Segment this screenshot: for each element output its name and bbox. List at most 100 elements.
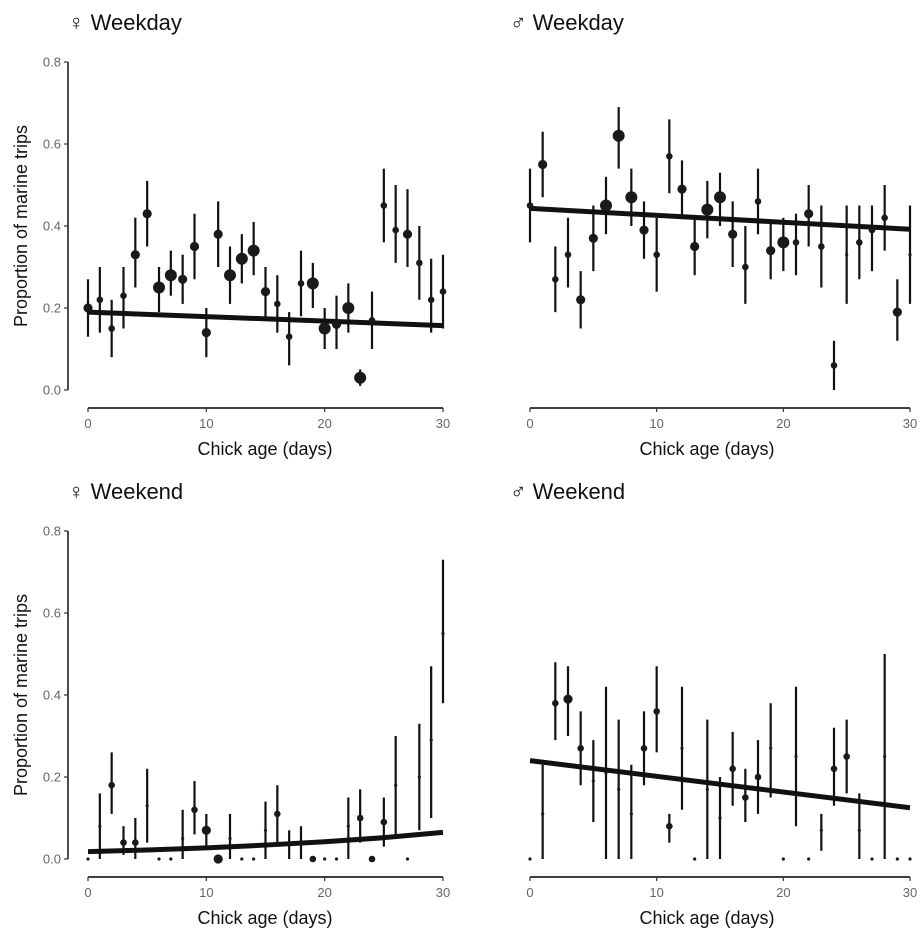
- data-point: [201, 825, 211, 835]
- x-tick-label: 20: [317, 885, 331, 900]
- x-tick-label: 0: [84, 416, 91, 431]
- x-tick-label: 20: [317, 416, 331, 431]
- data-point: [591, 779, 595, 783]
- data-point: [777, 236, 790, 249]
- data-point: [240, 857, 244, 861]
- data-point: [297, 280, 305, 287]
- x-axis-label: Chick age (days): [639, 908, 774, 928]
- data-point: [742, 794, 749, 801]
- y-tick-label: 0.4: [43, 219, 61, 234]
- data-point: [274, 300, 281, 308]
- data-point: [235, 252, 248, 265]
- data-point: [405, 857, 410, 861]
- data-point: [346, 824, 350, 828]
- data-point: [666, 822, 673, 830]
- y-tick-label: 0.8: [43, 524, 61, 539]
- data-point: [260, 287, 271, 297]
- data-point: [213, 229, 223, 239]
- panel-title: ♂ Weekday: [510, 10, 624, 35]
- data-point: [639, 225, 649, 235]
- x-tick-label: 10: [199, 885, 213, 900]
- x-tick-label: 0: [526, 885, 533, 900]
- data-point: [417, 775, 421, 779]
- x-tick-label: 30: [436, 416, 450, 431]
- data-point: [228, 836, 232, 841]
- data-point: [577, 745, 584, 752]
- data-point: [441, 631, 445, 636]
- data-point: [108, 325, 115, 332]
- data-point: [299, 841, 303, 845]
- data-point: [677, 184, 687, 194]
- data-point: [892, 307, 902, 317]
- data-point: [178, 274, 188, 284]
- x-tick-label: 0: [84, 885, 91, 900]
- data-point: [728, 229, 738, 239]
- data-point: [818, 243, 825, 250]
- data-point: [416, 259, 423, 267]
- data-point: [693, 857, 697, 861]
- data-point: [754, 773, 762, 781]
- data-point: [132, 839, 139, 846]
- data-point: [794, 754, 798, 759]
- panel-male-weekend: ♂ Weekend Chick age (days) 0 10 20 30: [510, 479, 917, 928]
- data-point: [402, 229, 413, 239]
- panel-female-weekend: ♀ Weekend Proportion of marine trips Chi…: [11, 479, 450, 928]
- data-point: [429, 738, 433, 742]
- panel-female-weekday: ♀ Weekday Proportion of marine trips Chi…: [11, 10, 450, 459]
- x-tick-label: 10: [199, 416, 213, 431]
- y-tick-label: 0.2: [43, 770, 61, 785]
- x-axis-label: Chick age (days): [639, 439, 774, 459]
- data-point: [856, 239, 863, 246]
- data-point: [96, 296, 104, 304]
- data-point: [705, 787, 709, 791]
- data-point: [285, 333, 293, 341]
- data-point: [252, 857, 256, 861]
- data-point: [287, 841, 291, 845]
- data-point: [718, 816, 722, 820]
- data-point: [263, 828, 268, 832]
- data-point: [213, 854, 223, 864]
- y-tick-label: 0.6: [43, 606, 61, 621]
- panel-male-weekday: ♂ Weekday Chick age (days) 0 10 20 30: [510, 10, 917, 459]
- data-point: [528, 857, 532, 861]
- data-point: [538, 159, 548, 170]
- data-point: [908, 253, 912, 257]
- data-point: [318, 322, 331, 335]
- data-point: [881, 214, 888, 222]
- data-point: [224, 269, 236, 282]
- y-tick-label: 0.6: [43, 137, 61, 152]
- data-point: [807, 857, 811, 861]
- data-point: [86, 857, 90, 861]
- panel-title: ♀ Weekend: [68, 479, 183, 504]
- data-point: [819, 828, 823, 832]
- data-point: [701, 203, 714, 216]
- data-point: [130, 250, 140, 260]
- data-point: [563, 694, 573, 704]
- data-point: [181, 836, 185, 841]
- y-tick-label: 0.0: [43, 383, 61, 398]
- data-point: [792, 239, 800, 246]
- data-point: [895, 857, 899, 861]
- x-tick-label: 10: [649, 885, 663, 900]
- data-point: [857, 828, 861, 832]
- data-point: [380, 818, 388, 826]
- data-point: [830, 765, 838, 773]
- data-point: [653, 708, 660, 715]
- data-point: [189, 241, 200, 252]
- x-tick-label: 0: [526, 416, 533, 431]
- data-point: [354, 371, 367, 384]
- data-point: [427, 296, 435, 304]
- data-point: [868, 226, 876, 234]
- data-point: [766, 246, 776, 256]
- data-point: [394, 783, 398, 787]
- data-point: [604, 771, 608, 775]
- data-point: [564, 251, 572, 258]
- data-point: [830, 362, 838, 369]
- data-point: [617, 787, 621, 791]
- data-point: [342, 302, 355, 314]
- data-point: [142, 209, 152, 219]
- x-tick-label: 30: [903, 416, 917, 431]
- data-point: [145, 804, 149, 808]
- y-axis-label: Proportion of marine trips: [11, 125, 31, 327]
